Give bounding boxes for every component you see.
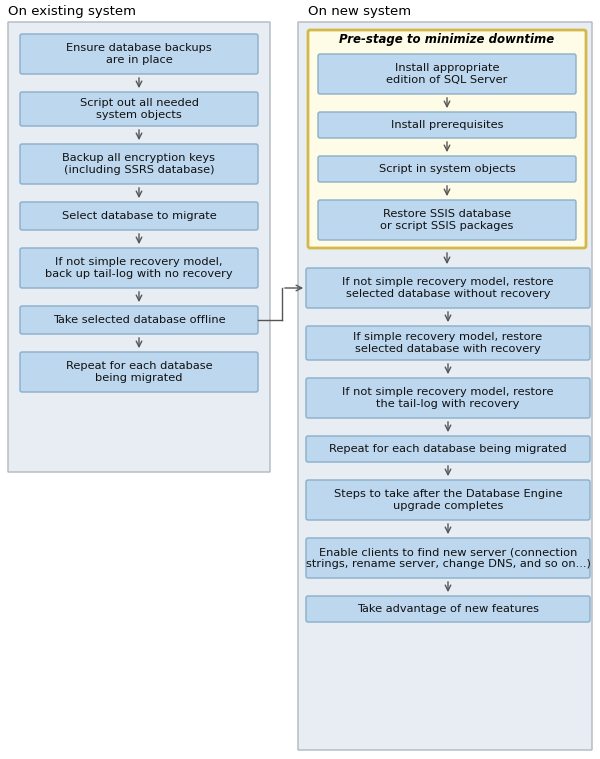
- FancyBboxPatch shape: [20, 248, 258, 288]
- Text: Script in system objects: Script in system objects: [379, 164, 515, 174]
- Text: On existing system: On existing system: [8, 5, 136, 18]
- Text: If not simple recovery model, restore
selected database without recovery: If not simple recovery model, restore se…: [342, 277, 554, 299]
- FancyBboxPatch shape: [8, 22, 270, 472]
- FancyBboxPatch shape: [306, 436, 590, 462]
- FancyBboxPatch shape: [20, 352, 258, 392]
- Text: Script out all needed
system objects: Script out all needed system objects: [79, 98, 199, 120]
- FancyBboxPatch shape: [306, 480, 590, 520]
- Text: Enable clients to find new server (connection
strings, rename server, change DNS: Enable clients to find new server (conne…: [305, 547, 590, 568]
- FancyBboxPatch shape: [306, 326, 590, 360]
- FancyBboxPatch shape: [306, 378, 590, 418]
- Text: On new system: On new system: [308, 5, 411, 18]
- Text: If not simple recovery model,
back up tail-log with no recovery: If not simple recovery model, back up ta…: [45, 257, 233, 279]
- Text: Take advantage of new features: Take advantage of new features: [357, 604, 539, 614]
- FancyBboxPatch shape: [306, 596, 590, 622]
- FancyBboxPatch shape: [298, 22, 592, 750]
- Text: Repeat for each database
being migrated: Repeat for each database being migrated: [65, 361, 212, 383]
- Text: If not simple recovery model, restore
the tail-log with recovery: If not simple recovery model, restore th…: [342, 387, 554, 409]
- FancyBboxPatch shape: [308, 30, 586, 248]
- Text: Take selected database offline: Take selected database offline: [53, 315, 226, 325]
- FancyBboxPatch shape: [306, 538, 590, 578]
- FancyBboxPatch shape: [20, 144, 258, 184]
- FancyBboxPatch shape: [318, 54, 576, 94]
- Text: If simple recovery model, restore
selected database with recovery: If simple recovery model, restore select…: [353, 332, 542, 354]
- FancyBboxPatch shape: [318, 112, 576, 138]
- Text: Restore SSIS database
or script SSIS packages: Restore SSIS database or script SSIS pac…: [380, 209, 514, 231]
- FancyBboxPatch shape: [20, 202, 258, 230]
- Text: Pre-stage to minimize downtime: Pre-stage to minimize downtime: [340, 33, 554, 46]
- Text: Backup all encryption keys
(including SSRS database): Backup all encryption keys (including SS…: [62, 153, 215, 175]
- FancyBboxPatch shape: [20, 92, 258, 126]
- Text: Steps to take after the Database Engine
upgrade completes: Steps to take after the Database Engine …: [334, 490, 562, 511]
- Text: Install appropriate
edition of SQL Server: Install appropriate edition of SQL Serve…: [386, 63, 508, 85]
- FancyBboxPatch shape: [20, 34, 258, 74]
- FancyBboxPatch shape: [318, 200, 576, 240]
- FancyBboxPatch shape: [20, 306, 258, 334]
- Text: Select database to migrate: Select database to migrate: [62, 211, 217, 221]
- FancyBboxPatch shape: [318, 156, 576, 182]
- Text: Repeat for each database being migrated: Repeat for each database being migrated: [329, 444, 567, 454]
- FancyBboxPatch shape: [306, 268, 590, 308]
- Text: Ensure database backups
are in place: Ensure database backups are in place: [66, 43, 212, 65]
- Text: Install prerequisites: Install prerequisites: [391, 120, 503, 130]
